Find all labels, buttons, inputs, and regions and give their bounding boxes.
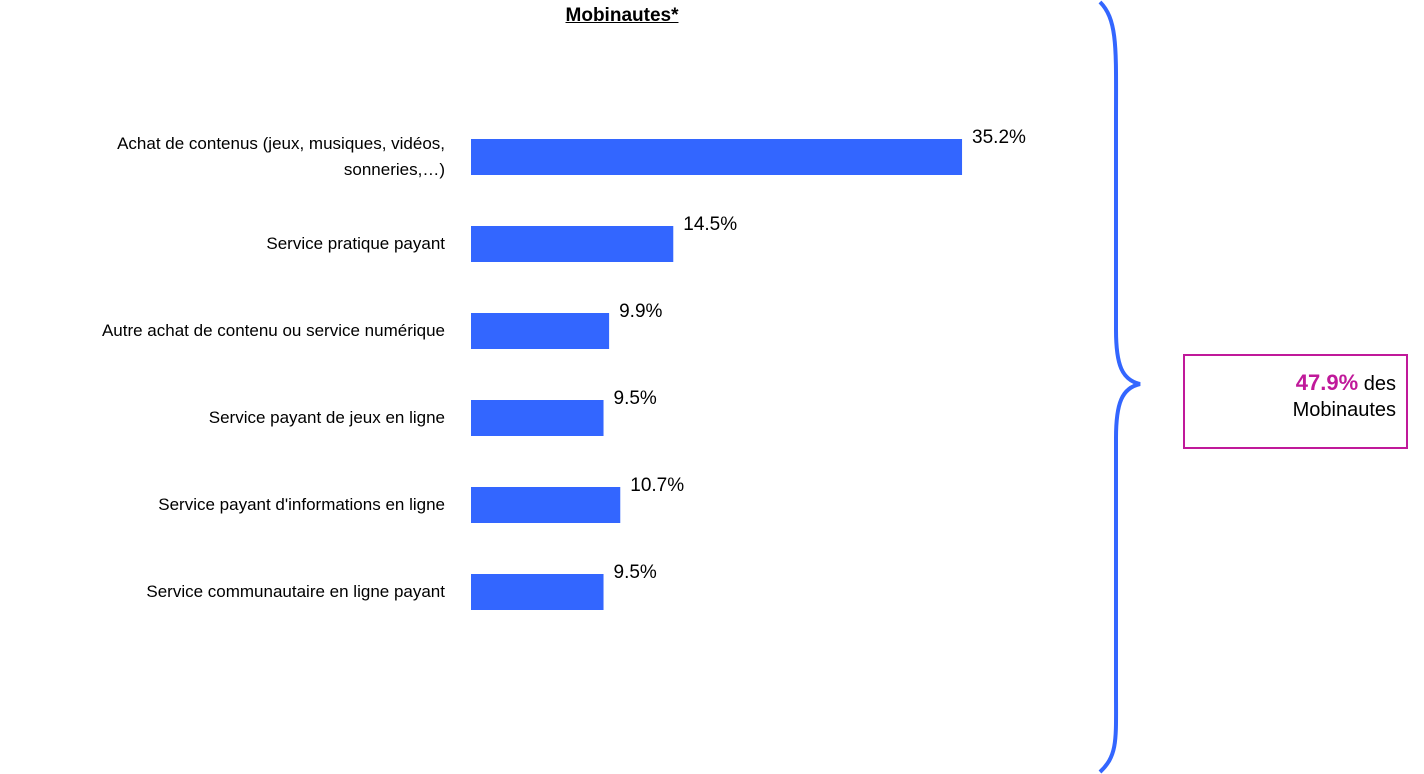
annotation-box: 47.9% des Mobinautes <box>1183 354 1408 449</box>
bar <box>471 226 674 262</box>
brace <box>1098 0 1141 774</box>
category-label: Service pratique payant <box>266 234 445 253</box>
category-label: Autre achat de contenu ou service numéri… <box>101 321 445 340</box>
annotation-highlight: 47.9% <box>1295 370 1359 395</box>
value-label: 35.2% <box>972 127 1026 148</box>
category-label: Service payant d'informations en ligne <box>158 495 445 514</box>
value-label: 14.5% <box>683 214 738 235</box>
bar <box>471 139 963 175</box>
value-label: 9.5% <box>613 562 657 583</box>
bar <box>471 574 604 610</box>
annotation-text: Mobinautes <box>1292 399 1396 421</box>
category-label: Achat de contenus (jeux, musiques, vidéo… <box>117 134 445 179</box>
bar <box>471 487 621 523</box>
value-label: 9.5% <box>613 388 657 409</box>
category-label: Service communautaire en ligne payant <box>146 582 445 601</box>
bar <box>471 400 604 436</box>
value-label: 9.9% <box>619 301 663 322</box>
value-label: 10.7% <box>630 475 685 496</box>
annotation-text: des <box>1363 373 1396 395</box>
category-label: Service payant de jeux en ligne <box>208 408 445 427</box>
bar <box>471 313 610 349</box>
chart-title: Mobinautes* <box>565 5 679 26</box>
